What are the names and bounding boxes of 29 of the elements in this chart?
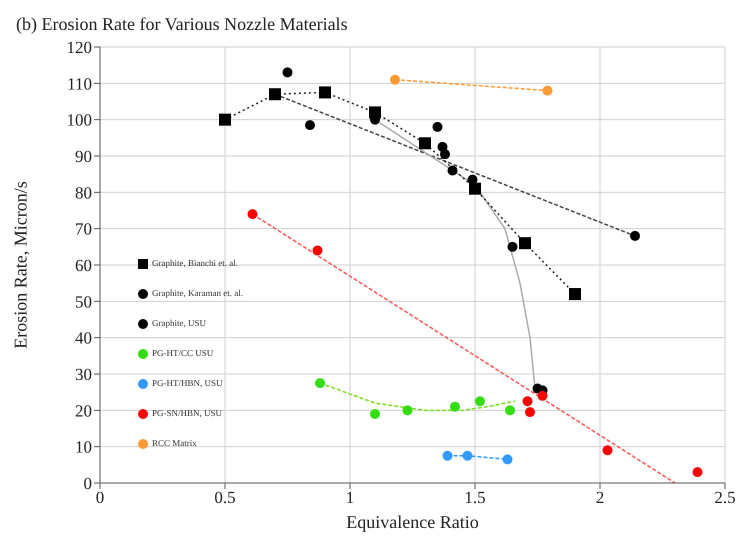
y-tick-label: 60 [75, 256, 92, 276]
y-axis-title: Erosion Rate, Micron/s [10, 181, 30, 349]
y-tick-label: 100 [66, 110, 92, 130]
x-tick-label: 2 [596, 488, 604, 508]
x-axis-title: Equivalence Ratio [346, 512, 479, 532]
x-tick-label: 1.5 [464, 488, 486, 508]
y-tick-label: 90 [75, 147, 92, 166]
legend-label: PG-HT/HBN, USU [152, 378, 223, 388]
y-tick-label: 20 [75, 401, 92, 420]
x-tick-label: 0 [96, 488, 104, 508]
legend-label: PG-HT/CC USU [152, 348, 214, 358]
legend-label: Graphite, Karaman et. al. [152, 288, 243, 298]
x-tick-label: 0.5 [214, 488, 236, 508]
y-tick-label: 110 [67, 74, 92, 94]
y-tick-label: 0 [84, 474, 92, 494]
y-tick-label: 50 [75, 292, 92, 312]
x-tick-label: 1 [346, 488, 354, 508]
y-tick-label: 120 [66, 38, 92, 58]
legend-label: PG-SN/HBN, USU [152, 408, 222, 418]
y-tick-label: 70 [75, 220, 92, 239]
y-tick-label: 30 [75, 365, 92, 384]
legend-label: Graphite, USU [152, 318, 206, 328]
y-tick-label: 80 [75, 183, 92, 202]
y-tick-label: 10 [75, 438, 92, 457]
legend-label: RCC Matrix [152, 438, 197, 448]
chart-title: (b) Erosion Rate for Various Nozzle Materials [16, 14, 348, 35]
y-tick-label: 40 [75, 328, 92, 348]
legend-label: Graphite, Bianchi et. al. [152, 258, 238, 268]
x-tick-label: 2.5 [714, 488, 736, 508]
